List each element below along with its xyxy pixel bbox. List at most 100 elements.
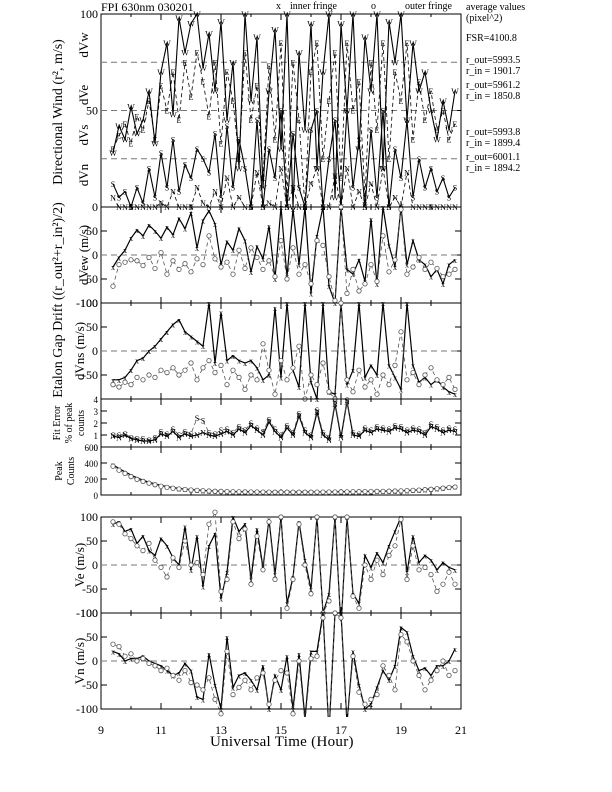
data-point-S: S xyxy=(399,174,403,183)
y-tick-label: 0 xyxy=(92,558,98,572)
data-point-outer xyxy=(254,254,260,260)
data-point-inner: x xyxy=(441,280,445,289)
data-point-inner: x xyxy=(399,623,403,632)
data-point-outer xyxy=(242,677,248,683)
data-point-E: E xyxy=(315,39,320,48)
data-point-outer xyxy=(428,486,434,492)
data-point-E: E xyxy=(321,155,326,164)
data-point-inner: x xyxy=(393,373,397,382)
data-point-E: E xyxy=(285,193,290,202)
data-point-outer xyxy=(398,329,404,335)
data-point-S: S xyxy=(411,424,415,433)
data-point-W: W xyxy=(223,116,231,125)
data-point-outer xyxy=(422,266,428,272)
data-point-W: W xyxy=(307,20,315,29)
data-point-N: N xyxy=(368,180,374,189)
data-point-E: E xyxy=(297,116,302,125)
side-fsr: FSR=4100.8 xyxy=(466,33,517,44)
data-point-S: S xyxy=(189,174,193,183)
data-point-inner: x xyxy=(261,662,265,671)
data-point-outer xyxy=(218,488,224,494)
y-axis-title: Vn (m/s) xyxy=(72,638,87,685)
data-point-E: E xyxy=(189,93,194,102)
legend-inner-marker: x xyxy=(276,1,281,12)
data-point-E: E xyxy=(267,62,272,71)
data-point-S: S xyxy=(147,436,151,445)
data-point-outer xyxy=(182,486,188,493)
data-point-E: E xyxy=(249,116,254,125)
data-point-N: N xyxy=(236,193,242,202)
data-point-inner: x xyxy=(129,366,133,375)
data-point-S: S xyxy=(267,415,271,424)
y-axis-title: Counts xyxy=(66,457,77,485)
data-point-outer xyxy=(170,365,176,371)
data-point-outer xyxy=(320,489,326,495)
series-line-outer-fringe xyxy=(112,206,456,301)
data-point-outer xyxy=(116,261,122,268)
data-point-outer xyxy=(146,480,152,486)
data-point-outer xyxy=(146,660,152,667)
data-point-outer xyxy=(308,655,314,662)
data-point-inner: x xyxy=(363,705,367,714)
data-point-N: N xyxy=(308,433,314,442)
data-point-outer xyxy=(236,247,242,253)
data-point-inner: x xyxy=(147,347,151,356)
series-line-W xyxy=(112,12,456,208)
data-point-inner: x xyxy=(423,373,427,382)
data-point-outer xyxy=(440,485,446,491)
data-point-E: E xyxy=(333,49,338,58)
data-point-S: S xyxy=(369,126,373,135)
data-point-outer xyxy=(416,567,422,573)
data-point-inner: x xyxy=(447,563,451,572)
data-point-N: N xyxy=(242,429,248,438)
data-point-inner: x xyxy=(231,352,235,361)
data-point-outer xyxy=(278,514,284,520)
data-point-inner: x xyxy=(291,705,295,714)
data-point-inner: x xyxy=(279,686,283,695)
data-point-inner: x xyxy=(237,357,241,366)
data-point-W: W xyxy=(109,149,117,158)
data-point-S: S xyxy=(213,430,217,439)
data-point-outer xyxy=(362,562,368,568)
data-point-outer xyxy=(392,257,398,263)
data-point-outer xyxy=(398,631,404,638)
data-point-N: N xyxy=(188,432,194,441)
data-point-N: N xyxy=(140,437,146,446)
data-point-S: S xyxy=(285,421,289,430)
data-point-inner: x xyxy=(285,652,289,661)
data-point-outer xyxy=(314,514,320,520)
data-point-E: E xyxy=(207,112,212,121)
data-point-S: S xyxy=(405,116,409,125)
data-point-outer xyxy=(206,488,212,494)
data-point-outer xyxy=(152,663,158,669)
data-point-outer xyxy=(194,559,200,566)
data-point-E: E xyxy=(261,174,266,183)
data-point-outer xyxy=(254,533,260,539)
data-point-S: S xyxy=(423,429,427,438)
y-axis-title: Etalon Gap Drift ((r_out²+r_in²)/2) xyxy=(51,202,66,398)
data-point-inner: x xyxy=(297,383,301,392)
data-point-outer xyxy=(116,521,122,527)
data-point-outer xyxy=(416,381,422,388)
data-point-inner: x xyxy=(189,566,193,575)
data-point-inner: x xyxy=(351,270,355,279)
data-point-outer xyxy=(176,266,182,272)
data-point-outer xyxy=(254,675,260,681)
data-point-inner: x xyxy=(315,232,319,241)
data-point-outer xyxy=(134,258,140,264)
side-e-rout: r_out=5961.2 xyxy=(466,80,521,91)
data-point-outer xyxy=(182,538,188,544)
data-point-outer xyxy=(194,377,200,383)
data-point-outer xyxy=(374,488,380,494)
data-point-outer xyxy=(230,489,236,495)
data-point-N: N xyxy=(194,431,200,440)
data-point-inner: x xyxy=(369,361,373,370)
data-point-E: E xyxy=(291,58,296,67)
data-point-outer xyxy=(242,526,248,532)
data-point-inner: x xyxy=(381,559,385,568)
data-point-inner: x xyxy=(159,234,163,243)
data-point-outer xyxy=(152,482,158,488)
data-point-W: W xyxy=(133,130,141,139)
data-point-outer xyxy=(230,271,236,277)
data-point-outer xyxy=(290,711,296,717)
